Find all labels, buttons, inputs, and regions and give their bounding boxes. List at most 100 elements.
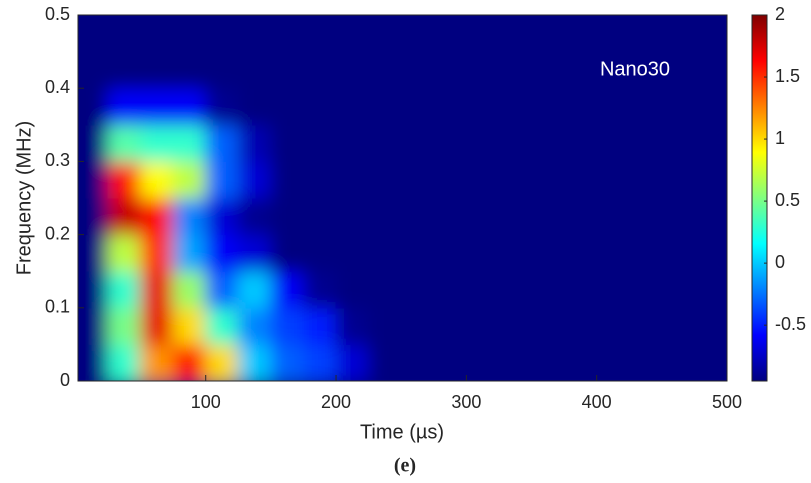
heatmap-cell [693,15,727,53]
heatmap-cell [563,307,598,345]
heatmap-cell [465,270,500,309]
heatmap-cell [368,15,402,53]
heatmap-cell [563,234,598,272]
heatmap-cell [465,343,500,381]
heatmap-cell [661,124,695,162]
heatmap-cell [335,307,370,345]
heatmap-cell [172,197,207,236]
heatmap-cell [400,160,435,199]
heatmap-cell [498,87,533,126]
heatmap-cell [140,51,174,89]
heatmap-cell [107,197,142,236]
heatmap-cell [237,51,272,89]
heatmap-cell [107,270,142,309]
y-tick-label: 0.3 [45,150,70,170]
heatmap-cell [107,124,142,162]
y-axis-label: Frequency (MHz) [13,121,35,275]
heatmap-cell [270,15,304,53]
x-tick-label: 300 [451,392,481,412]
y-tick-label: 0.2 [45,223,70,243]
heatmap-cell [628,51,663,89]
heatmap-cell [140,343,174,381]
heatmap-cell [628,87,663,126]
heatmap-cell [596,15,630,53]
heatmap-cell [693,234,727,272]
heatmap-cell [172,307,207,345]
heatmap-cell [465,15,500,53]
heatmap-cell [368,307,402,345]
heatmap-cell [172,87,207,126]
heatmap-cell [628,343,663,381]
heatmap-cell [140,197,174,236]
heatmap-cell [531,160,565,199]
heatmap-cell [661,343,695,381]
heatmap-cell [302,197,337,236]
heatmap-cell [693,87,727,126]
heatmap-cell [661,197,695,236]
heatmap-cell [335,124,370,162]
heatmap-cell [596,160,630,199]
heatmap-cell [237,160,272,199]
heatmap-cell [400,124,435,162]
heatmap-cell [465,197,500,236]
heatmap-cell [172,343,207,381]
heatmap-cell [531,270,565,309]
heatmap-cell [628,15,663,53]
heatmap-cell [596,234,630,272]
heatmap-cell [400,307,435,345]
heatmap-cell [237,197,272,236]
heatmap-cell [693,270,727,309]
heatmap-cell [335,15,370,53]
heatmap-cell [465,87,500,126]
heatmap-cell [368,124,402,162]
heatmap-cell [335,197,370,236]
heatmap-cell [498,160,533,199]
heatmap-cell [596,197,630,236]
heatmap-cell [237,234,272,272]
heatmap-cell [302,124,337,162]
heatmap-cell [693,124,727,162]
heatmap-cell [531,234,565,272]
heatmap-cell [465,160,500,199]
heatmap-cell [140,160,174,199]
heatmap-cell [78,234,109,272]
heatmap-cell [433,234,467,272]
heatmap-cell [693,160,727,199]
heatmap-cell [78,124,109,162]
heatmap-cell [563,343,598,381]
heatmap-cell [465,124,500,162]
heatmap-cell [693,197,727,236]
heatmap-cell [302,270,337,309]
heatmap-cell [661,234,695,272]
heatmap-cell [270,343,304,381]
heatmap-cell [205,15,239,53]
heatmap-cell [78,15,109,53]
heatmap-cell [140,15,174,53]
plot-area [78,15,727,381]
heatmap-cell [205,234,239,272]
heatmap-cell [237,87,272,126]
heatmap-cell [270,197,304,236]
heatmap-cell [172,234,207,272]
heatmap-cell [498,343,533,381]
heatmap-cell [107,343,142,381]
y-tick-label: 0.4 [45,77,70,97]
heatmap-cell [368,234,402,272]
caption: (e) [394,455,416,477]
heatmap-cell [465,234,500,272]
heatmap-cell [237,15,272,53]
colorbar [751,14,768,382]
heatmap-cell [335,160,370,199]
heatmap-cell [140,124,174,162]
heatmap-cell [335,270,370,309]
y-tick-label: 0 [60,370,70,390]
heatmap-cell [205,87,239,126]
heatmap-cell [498,124,533,162]
heatmap-cell [661,307,695,345]
heatmap-cell [531,87,565,126]
heatmap-cell [107,15,142,53]
heatmap-cell [205,124,239,162]
heatmap-cell [270,124,304,162]
heatmap-cell [107,51,142,89]
